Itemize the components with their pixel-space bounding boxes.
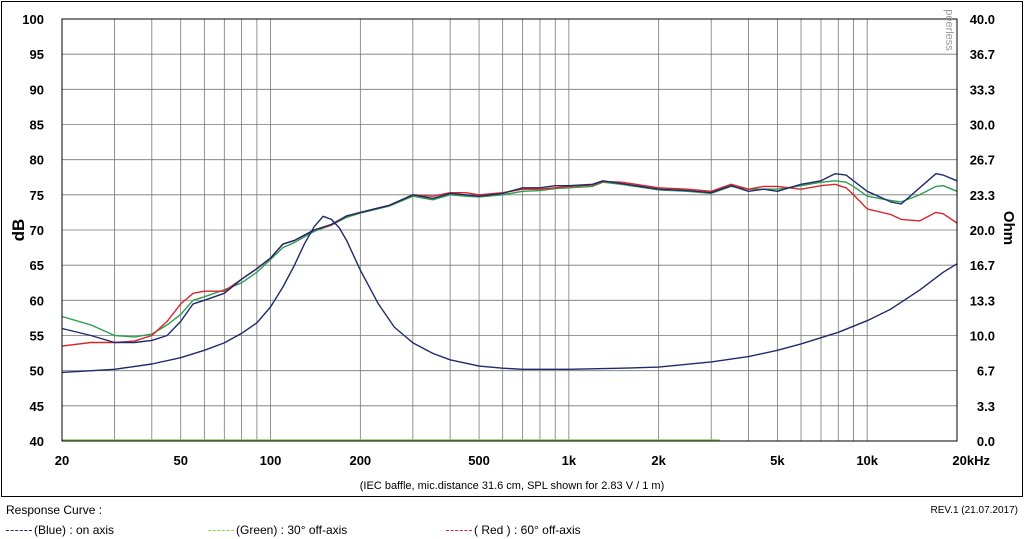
y2-tick-label: 20.0	[970, 223, 995, 238]
legend-item-red: ( Red ) : 60° off-axis	[446, 523, 581, 537]
x-tick-label: 50	[173, 453, 187, 468]
series	[61, 173, 958, 441]
x-tick-label: 20kHz	[952, 453, 990, 468]
y2-tick-label: 16.7	[970, 258, 995, 273]
series-line-blue	[61, 173, 958, 344]
x-tick-label: 500	[468, 453, 490, 468]
legend-swatch-blue	[6, 529, 32, 531]
x-tick-label: 100	[260, 453, 282, 468]
y-tick-label: 65	[30, 258, 44, 273]
y2-tick-label: 0.0	[977, 434, 995, 449]
y-tick-label: 60	[30, 293, 44, 308]
y2-tick-label: 33.3	[970, 82, 995, 97]
y2-tick-label: 10.0	[970, 329, 995, 344]
legend-item-green: (Green) : 30° off-axis	[208, 523, 347, 537]
x-tick-label: 20	[55, 453, 69, 468]
x-tick-label: 10k	[856, 453, 878, 468]
y-tick-label: 85	[30, 118, 44, 133]
y-tick-label: 50	[30, 364, 44, 379]
legend-swatch-red	[446, 529, 472, 531]
y-tick-label: 75	[30, 188, 44, 203]
legend-label-red: ( Red ) : 60° off-axis	[474, 523, 581, 537]
y-tick-label: 45	[30, 399, 44, 414]
y2-tick-label: 36.7	[970, 47, 995, 62]
legend-label-blue: (Blue) : on axis	[34, 523, 115, 537]
y2-tick-label: 23.3	[970, 188, 995, 203]
legend-swatch-green	[208, 529, 234, 531]
y-tick-label: 55	[30, 329, 44, 344]
x-tick-label: 200	[349, 453, 371, 468]
legend-title: Response Curve :	[6, 503, 103, 517]
grid	[62, 18, 957, 442]
y-tick-label: 80	[30, 153, 44, 168]
x-tick-label: 5k	[770, 453, 785, 468]
x-tick-label: 1k	[562, 453, 577, 468]
series-line-red	[61, 180, 958, 347]
y-axis-label: dB	[9, 219, 28, 242]
chart-caption: (IEC baffle, mic.distance 31.6 cm, SPL s…	[360, 480, 664, 492]
y2-tick-label: 26.7	[970, 153, 995, 168]
y-tick-label: 95	[30, 47, 44, 62]
revision-label: REV.1 (21.07.2017)	[930, 505, 1018, 516]
y-tick-label: 90	[30, 82, 44, 97]
page-border	[1, 1, 1023, 497]
legend-item-blue: (Blue) : on axis	[6, 523, 114, 537]
plot-frame	[61, 18, 958, 442]
x-tick-label: 2k	[651, 453, 666, 468]
y2-tick-label: 40.0	[970, 12, 995, 27]
series-line-impedance	[61, 215, 958, 374]
watermark: peerless	[943, 9, 955, 51]
y-tick-label: 40	[30, 434, 44, 449]
y2-axis-label: Ohm	[1000, 211, 1017, 245]
y2-tick-label: 13.3	[970, 293, 995, 308]
y2-tick-label: 6.7	[977, 364, 995, 379]
series-line-green	[61, 180, 958, 338]
y2-tick-label: 3.3	[977, 399, 995, 414]
y-tick-label: 70	[30, 223, 44, 238]
legend-label-green: (Green) : 30° off-axis	[236, 523, 348, 537]
y2-tick-label: 30.0	[970, 118, 995, 133]
tick-labels: 100 95 90 85 80 75 70 65 60 55 50 45 40 40.0 36.7 33.3 3…	[22, 12, 995, 468]
y-tick-label: 100	[22, 12, 44, 27]
